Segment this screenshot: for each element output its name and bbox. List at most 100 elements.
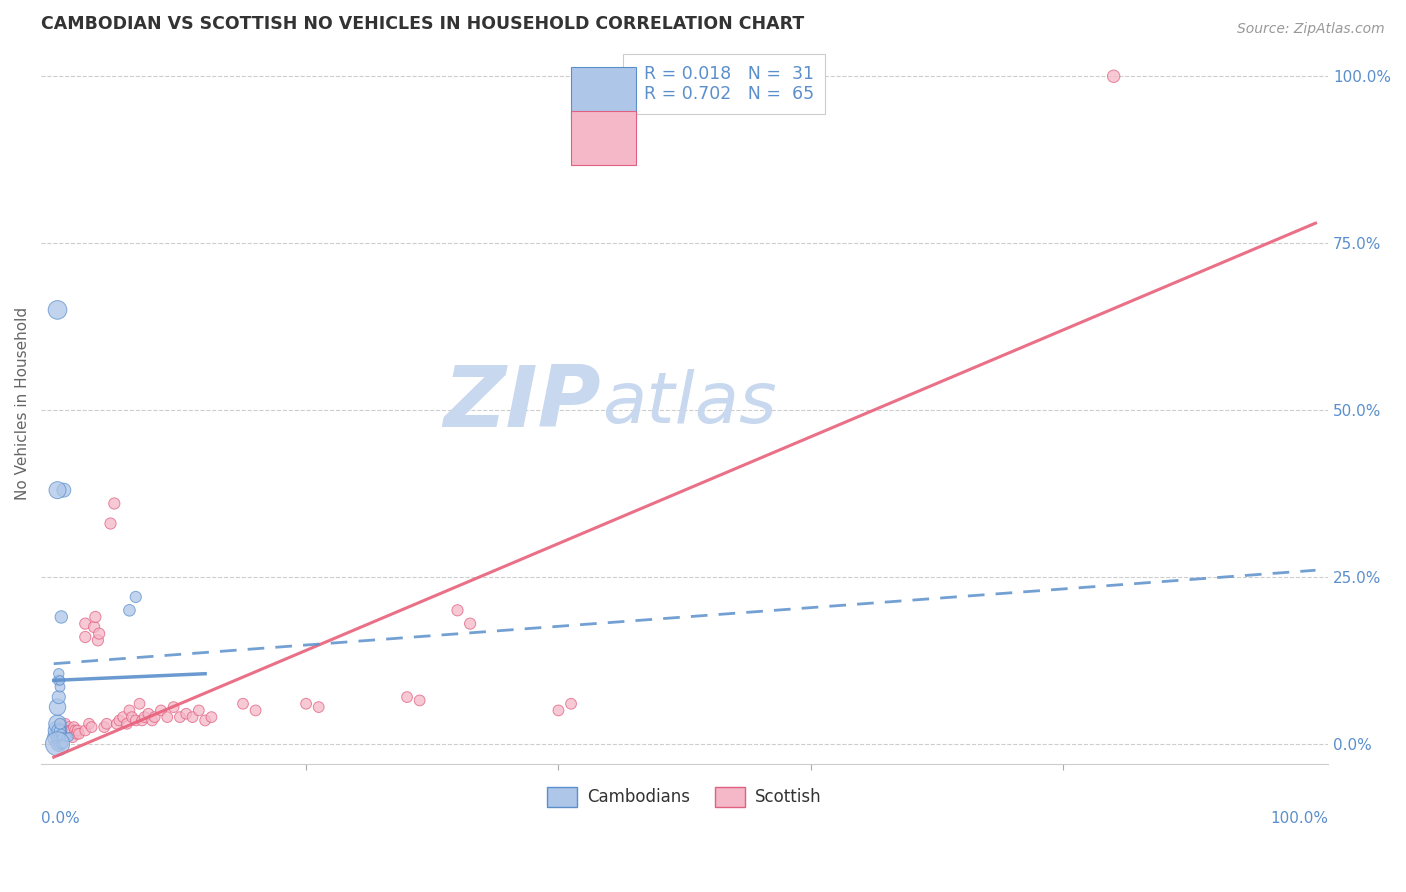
Point: [181, 710, 204, 724]
Point: [49, 727, 72, 741]
Point: [52, 730, 75, 744]
Point: [138, 706, 160, 721]
Point: [52, 737, 75, 751]
Point: [141, 714, 163, 728]
Point: [121, 710, 143, 724]
Point: [75, 723, 97, 738]
Point: [408, 693, 430, 707]
Point: [125, 714, 148, 728]
Point: [49, 673, 72, 688]
Point: [112, 710, 135, 724]
FancyBboxPatch shape: [571, 67, 636, 120]
Point: [83, 620, 105, 634]
Point: [108, 714, 131, 728]
Point: [131, 714, 153, 728]
Point: [51, 723, 73, 738]
Point: [63, 720, 86, 734]
Point: [96, 716, 118, 731]
Point: [149, 703, 172, 717]
Legend: Cambodians, Scottish: Cambodians, Scottish: [541, 780, 828, 814]
Point: [194, 714, 217, 728]
Point: [48, 723, 70, 738]
Point: [46, 302, 69, 317]
Point: [48, 730, 70, 744]
Point: [128, 697, 150, 711]
Point: [51, 610, 73, 624]
Point: [458, 616, 481, 631]
Point: [49, 737, 72, 751]
Point: [169, 710, 191, 724]
Point: [162, 700, 184, 714]
Point: [46, 730, 69, 744]
Point: [58, 730, 80, 744]
Point: [87, 633, 110, 648]
Point: [62, 730, 84, 744]
Point: [105, 716, 128, 731]
Point: [295, 697, 318, 711]
Point: [80, 720, 103, 734]
Point: [84, 610, 107, 624]
Text: CAMBODIAN VS SCOTTISH NO VEHICLES IN HOUSEHOLD CORRELATION CHART: CAMBODIAN VS SCOTTISH NO VEHICLES IN HOU…: [41, 15, 804, 33]
Point: [547, 703, 569, 717]
Text: R = 0.018   N =  31
  R = 0.702   N =  65: R = 0.018 N = 31 R = 0.702 N = 65: [633, 64, 814, 103]
Point: [48, 666, 70, 681]
Point: [51, 730, 73, 744]
Point: [49, 723, 72, 738]
Point: [200, 710, 222, 724]
Point: [56, 727, 79, 741]
Point: [134, 710, 156, 724]
Point: [55, 730, 77, 744]
Point: [77, 716, 100, 731]
Point: [51, 737, 73, 751]
Point: [48, 690, 70, 704]
Point: [100, 516, 122, 531]
Point: [59, 723, 82, 738]
Point: [245, 703, 267, 717]
Point: [143, 710, 166, 724]
Point: [48, 673, 70, 688]
Point: [51, 737, 73, 751]
Point: [103, 496, 125, 510]
Point: [65, 727, 87, 741]
Point: [51, 730, 73, 744]
FancyBboxPatch shape: [571, 112, 636, 165]
Text: 100.0%: 100.0%: [1270, 811, 1329, 826]
Point: [187, 703, 209, 717]
Y-axis label: No Vehicles in Household: No Vehicles in Household: [15, 307, 30, 500]
Point: [118, 603, 141, 617]
Point: [46, 483, 69, 497]
Point: [49, 680, 72, 694]
Point: [93, 720, 115, 734]
Point: [46, 716, 69, 731]
Point: [46, 737, 69, 751]
Point: [51, 727, 73, 741]
Point: [52, 483, 75, 497]
Point: [125, 590, 148, 604]
Point: [51, 730, 73, 744]
Point: [1102, 70, 1125, 84]
Text: 0.0%: 0.0%: [41, 811, 80, 826]
Point: [75, 616, 97, 631]
Point: [308, 700, 330, 714]
Point: [46, 730, 69, 744]
Point: [115, 716, 138, 731]
Text: ZIP: ZIP: [443, 362, 600, 445]
Point: [67, 727, 90, 741]
Point: [48, 723, 70, 738]
Point: [55, 723, 77, 738]
Point: [156, 710, 179, 724]
Point: [118, 703, 141, 717]
Point: [66, 723, 89, 738]
Point: [232, 697, 254, 711]
Point: [58, 720, 80, 734]
Text: Source: ZipAtlas.com: Source: ZipAtlas.com: [1237, 22, 1385, 37]
Point: [60, 723, 83, 738]
Point: [49, 716, 72, 731]
Point: [446, 603, 468, 617]
Point: [174, 706, 197, 721]
Point: [46, 723, 69, 738]
Point: [48, 737, 70, 751]
Point: [49, 730, 72, 744]
Point: [560, 697, 582, 711]
Point: [89, 626, 111, 640]
